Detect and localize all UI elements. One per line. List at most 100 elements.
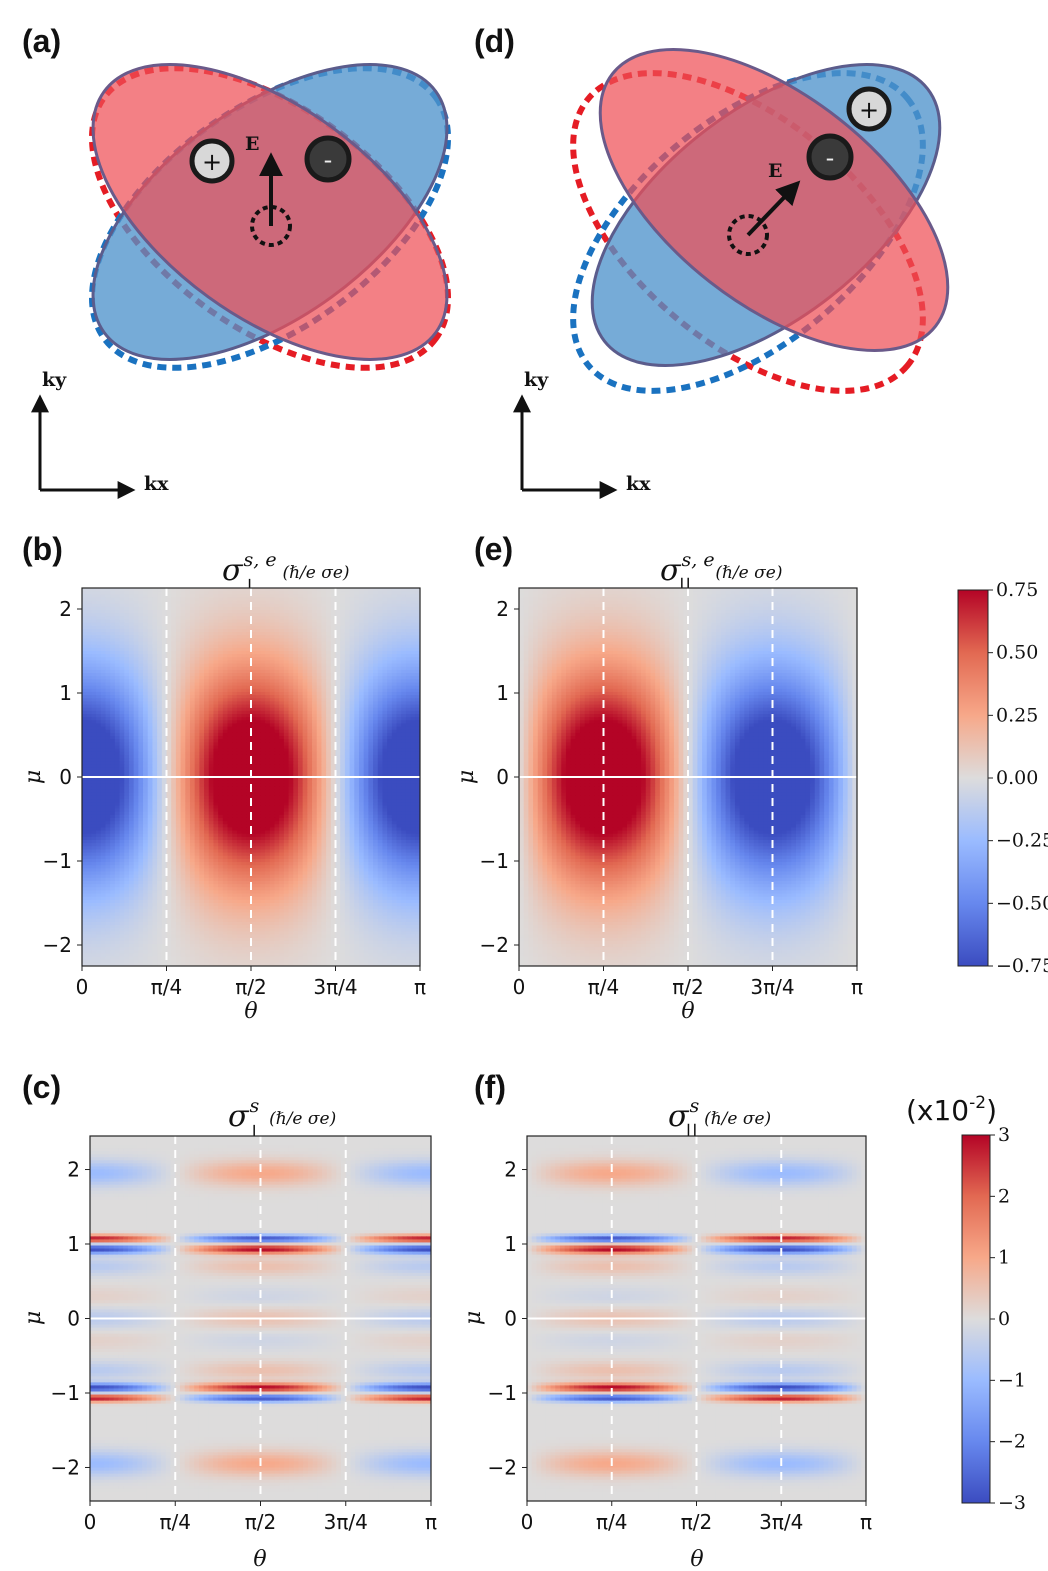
heatmap-cell <box>401 610 407 614</box>
heatmap-cell <box>297 628 304 633</box>
heatmap-cell <box>321 616 327 621</box>
heatmap-cell <box>363 613 369 617</box>
heatmap-cell <box>143 588 149 592</box>
heatmap-cell <box>147 597 154 602</box>
heatmap-cell <box>396 625 402 630</box>
heatmap-cell <box>100 613 107 617</box>
heatmap-cell <box>138 628 144 633</box>
heatmap-cell <box>312 597 318 602</box>
heatmap-cell <box>100 588 107 592</box>
heatmap-cell <box>105 600 111 605</box>
heatmap-cell <box>321 610 327 614</box>
heatmap-cell <box>222 603 229 608</box>
heatmap-cell <box>269 625 276 630</box>
heatmap-cell <box>251 597 257 602</box>
heatmap-cell <box>232 597 238 602</box>
heatmap-cell <box>124 588 130 592</box>
heatmap-cell <box>340 625 346 630</box>
heatmap-cell <box>335 619 341 624</box>
heatmap-cell <box>321 628 327 633</box>
heatmap-cell <box>293 597 299 602</box>
heatmap-cell <box>288 597 294 602</box>
heatmap-cell <box>396 619 402 624</box>
heatmap-cell <box>185 597 191 602</box>
heatmap-cell <box>373 616 379 621</box>
heatmap-cell <box>232 594 238 599</box>
heatmap-cell <box>387 625 393 630</box>
heatmap-cell <box>377 588 384 592</box>
heatmap-cell <box>396 622 402 627</box>
heatmap-cell <box>307 619 313 624</box>
heatmap-cell <box>363 591 369 595</box>
heatmap-cell <box>297 588 304 592</box>
heatmap-cell <box>143 591 149 595</box>
heatmap-cell <box>377 591 384 595</box>
heatmap-cell <box>368 610 374 614</box>
heatmap-cell <box>410 625 416 630</box>
heatmap-cell <box>279 616 285 621</box>
heatmap-cell <box>265 597 271 602</box>
heatmap-cell <box>330 622 337 627</box>
heatmap-cell <box>143 619 149 624</box>
heatmap-cell <box>405 591 412 595</box>
heatmap-cell <box>189 619 196 624</box>
heatmap-cell <box>363 600 369 605</box>
heatmap-cell <box>124 628 130 633</box>
heatmap-cell <box>283 616 290 621</box>
heatmap-cell <box>124 616 130 621</box>
heatmap-cell <box>401 613 407 617</box>
heatmap-cell <box>91 622 97 627</box>
heatmap-cell <box>401 603 407 608</box>
field-arrow <box>746 180 801 237</box>
heatmap-cell <box>199 622 205 627</box>
heatmap-cell <box>251 616 257 621</box>
heatmap-cell <box>401 616 407 621</box>
heatmap-cell <box>297 603 304 608</box>
heatmap-cell <box>227 632 233 636</box>
heatmap-cell <box>363 619 369 624</box>
heatmap-cell <box>293 600 299 605</box>
heatmap-cell <box>119 588 125 592</box>
heatmap-cell <box>204 600 210 605</box>
heatmap-cell <box>358 600 365 605</box>
heatmap-cell <box>213 628 219 633</box>
heatmap-cell <box>251 603 257 608</box>
heatmap-cell <box>199 603 205 608</box>
heatmap-cell <box>255 603 261 608</box>
heatmap-cell <box>246 603 252 608</box>
heatmap-cell <box>373 628 379 633</box>
heatmap-cell <box>251 628 257 633</box>
heatmap-cell <box>415 625 420 630</box>
heatmap-cell <box>128 632 135 636</box>
heatmap-cell <box>194 610 200 614</box>
heatmap-cell <box>161 616 168 621</box>
heatmap-cell <box>143 603 149 608</box>
heatmap-cell <box>349 603 355 608</box>
heatmap-cell <box>152 632 158 636</box>
heatmap-cell <box>246 625 252 630</box>
heatmap-cell <box>274 606 280 611</box>
heatmap-cell <box>194 616 200 621</box>
heatmap-cell <box>373 600 379 605</box>
heatmap-cell <box>100 610 107 614</box>
heatmap-cell <box>236 622 243 627</box>
heatmap-cell <box>91 588 97 592</box>
heatmap-cell <box>349 622 355 627</box>
heatmap-cell <box>236 600 243 605</box>
heatmap-cell <box>415 619 420 624</box>
heatmap-cell <box>218 622 224 627</box>
heatmap-cell <box>405 588 412 592</box>
heatmap-cell <box>194 632 200 636</box>
heatmap-cell <box>401 622 407 627</box>
heatmap-cell <box>128 610 135 614</box>
heatmap-cell <box>147 622 154 627</box>
heatmap-cell <box>340 597 346 602</box>
heatmap-cell <box>105 610 111 614</box>
heatmap-cell <box>114 613 121 617</box>
heatmap-cell <box>124 625 130 630</box>
heatmap-cell <box>185 613 191 617</box>
heatmap-cell <box>302 613 308 617</box>
minus-charge <box>806 133 854 181</box>
heatmap-cell <box>246 628 252 633</box>
heatmap-cell <box>180 622 186 627</box>
